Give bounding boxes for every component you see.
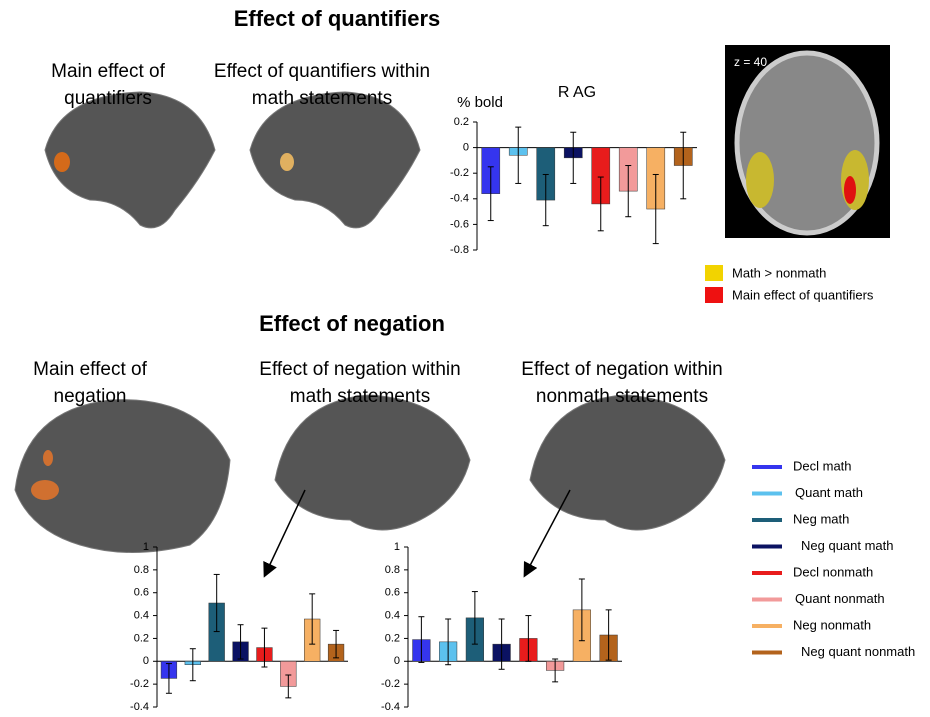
y-tick-label: 0	[143, 655, 149, 667]
y-tick-label: 1	[394, 541, 400, 553]
legend-label: Quant math	[795, 485, 863, 500]
y-tick-label: -0.2	[130, 678, 149, 690]
legend-label: Neg nonmath	[793, 617, 871, 632]
y-tick-label: 0.8	[134, 564, 149, 576]
panel-label: math statements	[252, 88, 392, 109]
panel-label: Main effect of	[33, 359, 147, 380]
legend-label: Math > nonmath	[732, 265, 826, 280]
panel-label: Main effect of	[51, 61, 165, 82]
legend-swatch	[705, 287, 723, 303]
heading: Effect of negation	[259, 311, 445, 336]
y-tick-label: -0.8	[450, 244, 469, 256]
y-tick-label: -0.2	[381, 678, 400, 690]
y-tick-label: -0.4	[130, 701, 149, 713]
y-tick-label: 0.2	[454, 116, 469, 128]
y-tick-label: -0.4	[450, 193, 469, 205]
y-tick-label: 0.2	[385, 632, 400, 644]
legend-swatch	[705, 265, 723, 281]
y-tick-label: 0	[463, 142, 469, 154]
y-axis-label: % bold	[457, 94, 503, 111]
legend-label: Neg quant math	[801, 538, 894, 553]
legend-label: Decl nonmath	[793, 564, 873, 579]
slice-label: z = 40	[734, 55, 767, 69]
chart-title: R AG	[558, 84, 596, 101]
legend-label: Neg quant nonmath	[801, 644, 915, 659]
panel-label: quantifiers	[64, 88, 152, 109]
legend-label: Main effect of quantifiers	[732, 287, 874, 302]
y-tick-label: 0.6	[134, 587, 149, 599]
y-tick-label: 0	[394, 655, 400, 667]
y-tick-label: 0.4	[385, 609, 400, 621]
panel-label: negation	[54, 386, 127, 407]
panel-label: math statements	[290, 386, 430, 407]
brain-images	[14, 45, 890, 578]
y-tick-label: -0.4	[381, 701, 400, 713]
panel-label: Effect of quantifiers within	[214, 61, 430, 82]
y-tick-label: -0.6	[450, 218, 469, 230]
y-tick-label: 0.6	[385, 587, 400, 599]
y-tick-label: 0.8	[385, 564, 400, 576]
y-tick-label: 0.4	[134, 609, 149, 621]
panel-label: Effect of negation within	[259, 359, 460, 380]
legend-label: Quant nonmath	[795, 591, 885, 606]
y-tick-label: 0.2	[134, 632, 149, 644]
legend-label: Decl math	[793, 458, 852, 473]
legend-label: Neg math	[793, 511, 849, 526]
y-tick-label: -0.2	[450, 167, 469, 179]
panel-label: Effect of negation within	[521, 359, 722, 380]
y-tick-label: 1	[143, 541, 149, 553]
heading: Effect of quantifiers	[234, 6, 441, 31]
panel-label: nonmath statements	[536, 386, 708, 407]
